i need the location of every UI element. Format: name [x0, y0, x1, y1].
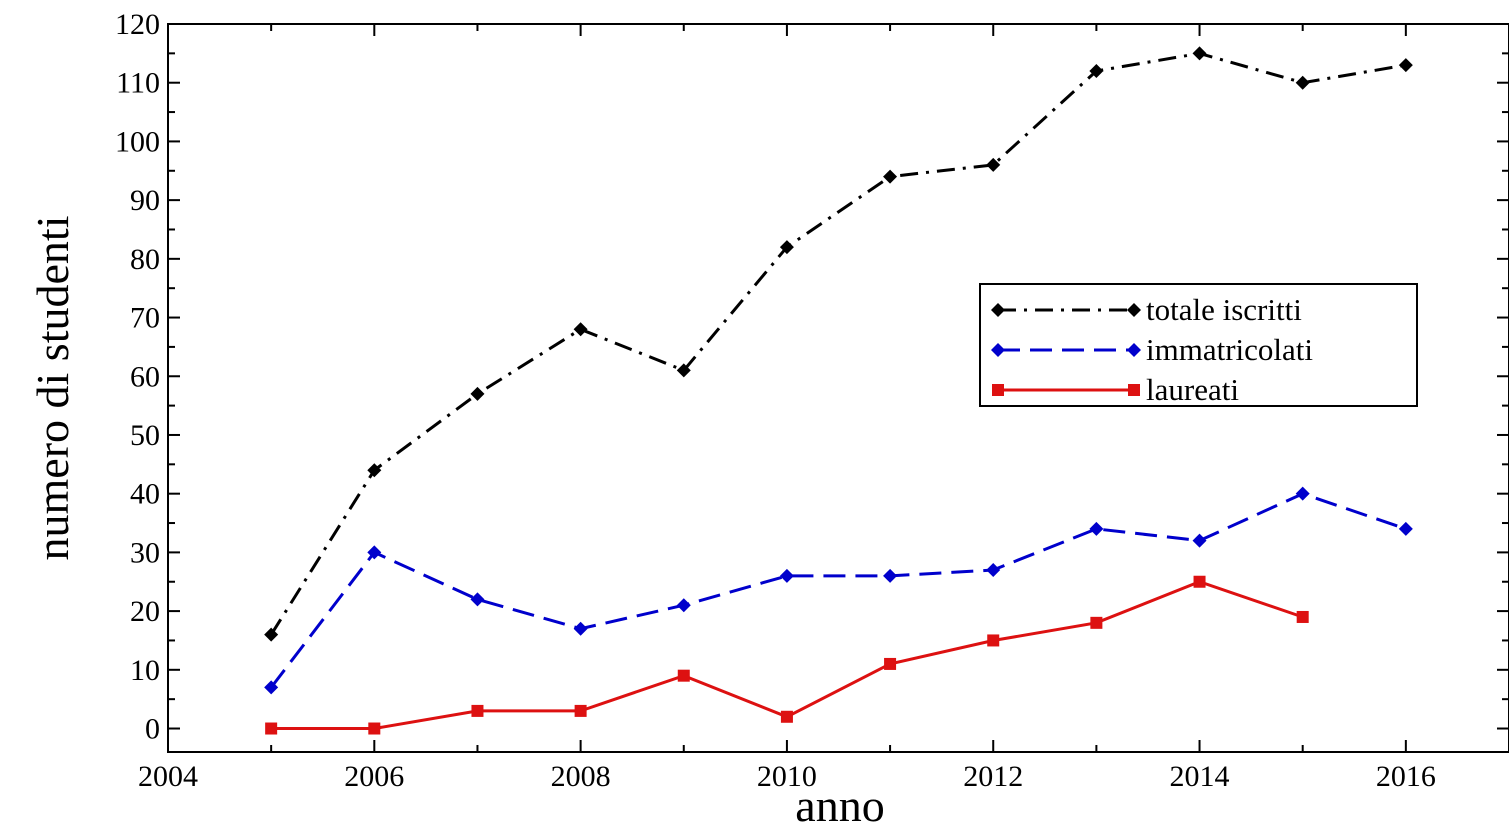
data-point — [780, 710, 793, 723]
legend-label: immatricolati — [1146, 332, 1313, 367]
data-point — [884, 657, 897, 670]
x-tick-label: 2010 — [757, 760, 817, 793]
data-point — [676, 598, 691, 613]
y-tick-label: 20 — [130, 595, 160, 628]
plot-frame — [167, 23, 1509, 753]
y-tick-label: 100 — [115, 125, 160, 158]
data-point — [676, 363, 691, 378]
x-tick-label: 2014 — [1170, 760, 1230, 793]
legend-marker — [1127, 303, 1141, 317]
legend-label: totale iscritti — [1146, 292, 1302, 327]
data-point — [987, 634, 1000, 647]
series-line-totale-iscritti — [269, 51, 1407, 636]
legend-marker — [1127, 343, 1141, 357]
x-axis-title: anno — [795, 780, 884, 831]
series-line-laureati — [271, 580, 1304, 730]
data-point — [1090, 616, 1103, 629]
x-tick-label: 2016 — [1376, 760, 1436, 793]
legend: totale iscritti immatricolati laureati — [979, 283, 1418, 407]
data-point — [1296, 610, 1309, 623]
data-point — [574, 704, 587, 717]
y-tick-label: 120 — [115, 8, 160, 41]
data-point — [470, 592, 485, 607]
y-axis-title: numero di studenti — [27, 216, 78, 561]
y-tick-label: 110 — [116, 67, 160, 100]
data-point — [1089, 521, 1104, 536]
data-point — [1192, 533, 1207, 548]
y-tick-label: 70 — [130, 302, 160, 335]
data-point — [367, 463, 382, 478]
data-point — [470, 386, 485, 401]
data-point — [367, 545, 382, 560]
data-point — [779, 568, 794, 583]
data-point — [1398, 58, 1413, 73]
y-tick-label: 50 — [130, 419, 160, 452]
x-tick-label: 2004 — [138, 760, 198, 793]
x-tick-label: 2008 — [551, 760, 611, 793]
series-line-immatricolati — [270, 492, 1407, 689]
y-tick-label: 40 — [130, 478, 160, 511]
data-point — [883, 568, 898, 583]
y-tick-label: 30 — [130, 536, 160, 569]
y-tick-label: 80 — [130, 243, 160, 276]
legend-label: laureati — [1146, 372, 1239, 407]
legend-marker — [1128, 384, 1140, 396]
series-laureati — [265, 575, 1309, 735]
data-point — [1192, 46, 1207, 61]
data-point — [1295, 75, 1310, 90]
data-point — [265, 722, 278, 735]
y-tick-label: 60 — [130, 360, 160, 393]
data-point — [986, 157, 1001, 172]
axis-ticks: 2004 2006 2008 2010 2012 2014 2016 0 10 20 30 40 50 6… — [115, 8, 1509, 793]
x-tick-label: 2006 — [344, 760, 404, 793]
data-point — [264, 680, 279, 695]
legend-box — [979, 283, 1418, 407]
y-tick-label: 10 — [130, 654, 160, 687]
series-immatricolati — [264, 486, 1413, 695]
data-point — [573, 322, 588, 337]
data-point — [264, 627, 279, 642]
data-point — [368, 722, 381, 735]
data-point — [471, 704, 484, 717]
legend-marker — [991, 303, 1005, 317]
y-tick-label: 0 — [145, 713, 160, 746]
data-point — [883, 169, 898, 184]
series-layer — [264, 46, 1413, 735]
data-point — [986, 563, 1001, 577]
legend-marker — [991, 343, 1005, 357]
y-tick-label: 90 — [130, 184, 160, 217]
data-point — [1295, 486, 1310, 501]
x-tick-label: 2012 — [963, 760, 1023, 793]
data-point — [779, 240, 794, 255]
legend-marker — [992, 384, 1004, 396]
data-point — [573, 621, 588, 636]
data-point — [1398, 521, 1413, 536]
data-point — [1089, 63, 1104, 78]
data-point — [677, 669, 690, 682]
data-point — [1193, 575, 1206, 588]
series-totale-iscritti — [264, 46, 1413, 642]
